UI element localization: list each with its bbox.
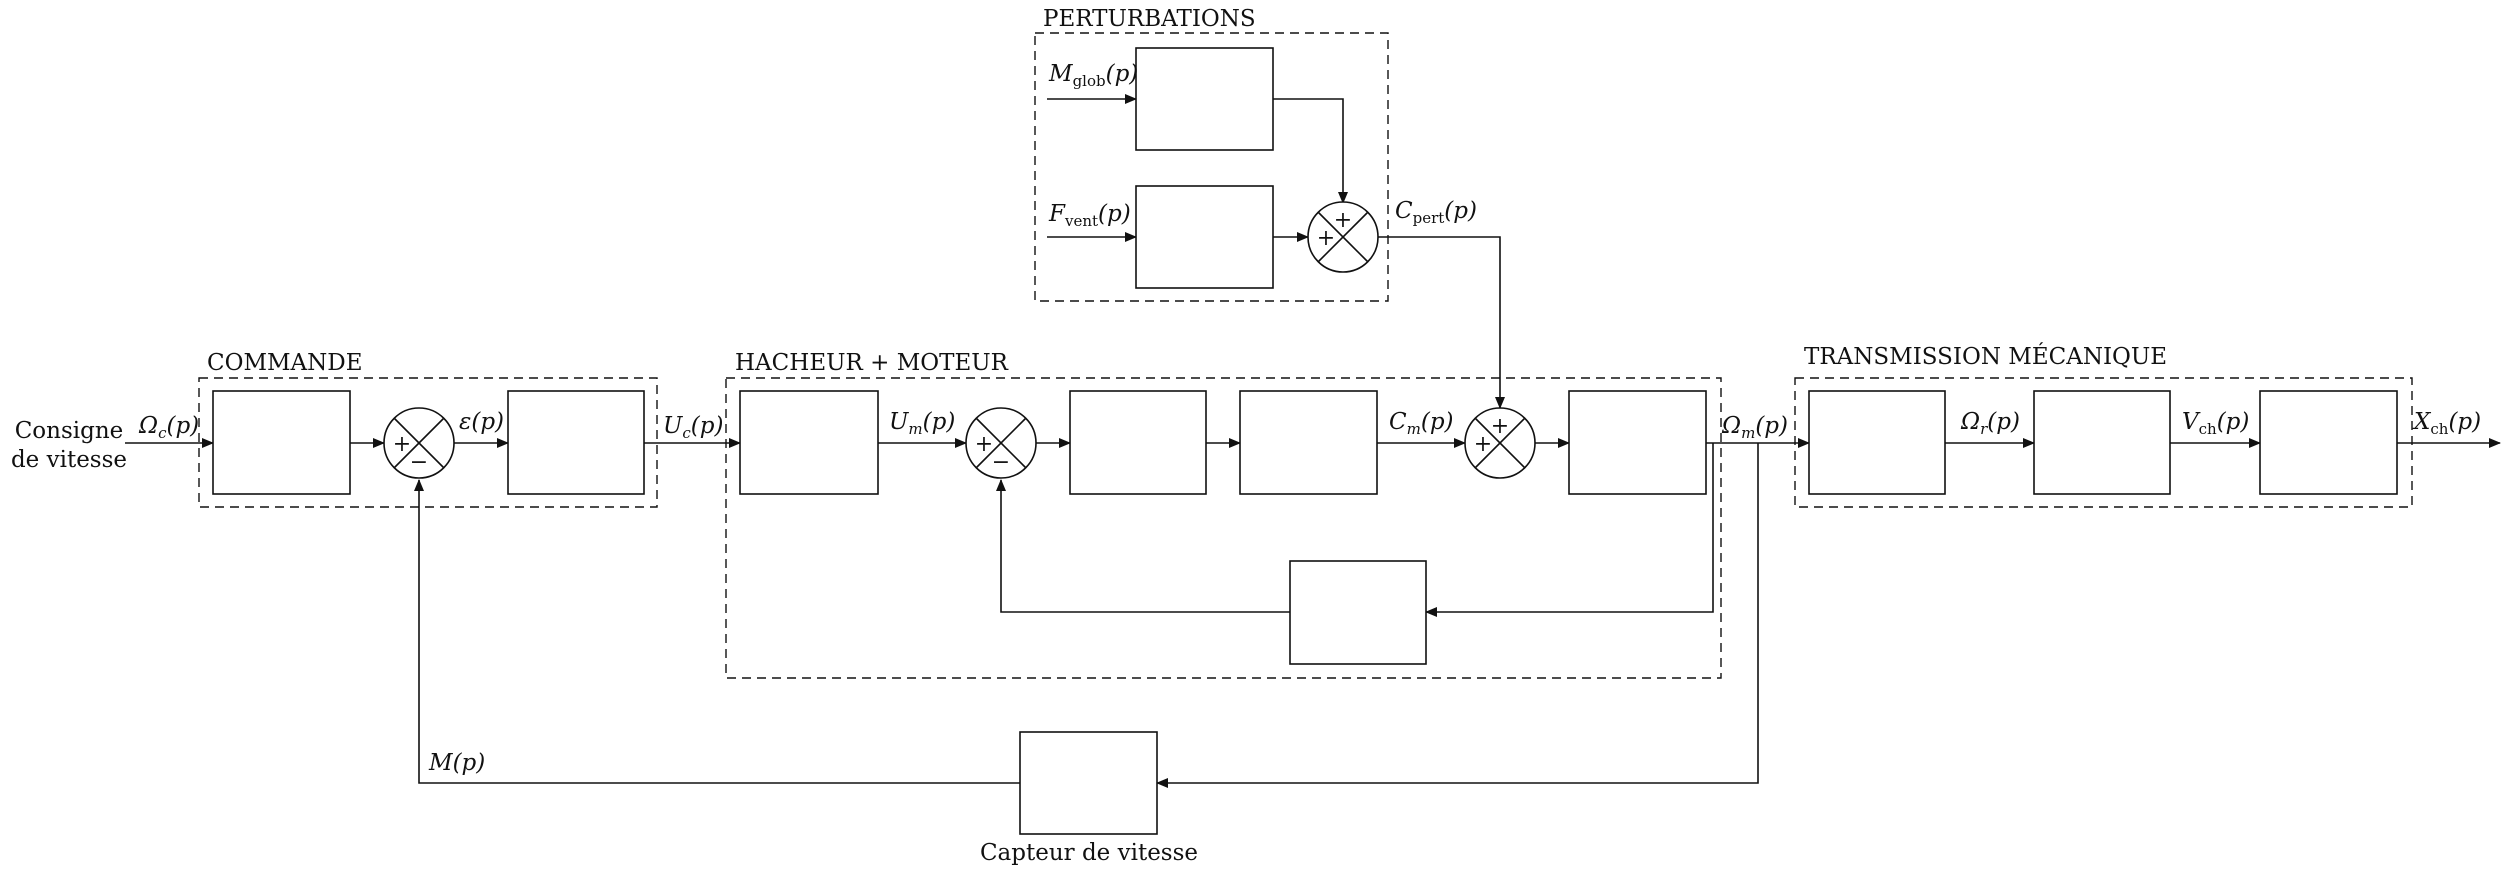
wire-cpert xyxy=(1378,236,1505,409)
group-commande-title: COMMANDE xyxy=(207,350,363,376)
summer-4: + + xyxy=(1307,201,1379,273)
wire-sensor-in xyxy=(1156,443,1759,788)
consigne-label-line1: Consigne xyxy=(15,418,124,444)
group-commande-frame xyxy=(198,377,658,508)
group-perturbations-title: PERTURBATIONS xyxy=(1043,6,1256,32)
block-transmission-1 xyxy=(1808,390,1946,495)
summer-2-bottom-sign: − xyxy=(992,450,1010,475)
signal-epsilon: ε(p) xyxy=(459,409,504,435)
signal-v-ch: Vch(p) xyxy=(2182,409,2249,438)
consigne-label-line2: de vitesse xyxy=(11,447,127,473)
wire-inner-feedback-in xyxy=(1425,443,1714,617)
block-moteur-3 xyxy=(1568,390,1707,495)
summer-3-top-sign: + xyxy=(1491,414,1509,439)
group-hacheur-title: HACHEUR + MOTEUR xyxy=(735,350,1009,376)
signal-u-c: Uc(p) xyxy=(663,413,723,442)
signal-m-glob: Mglob(p) xyxy=(1048,61,1138,90)
wire-sensor-out xyxy=(414,479,1020,784)
block-capteur-vitesse xyxy=(1019,731,1158,835)
block-transmission-2 xyxy=(2033,390,2171,495)
signal-f-vent: Fvent(p) xyxy=(1048,201,1131,230)
summer-1-left-sign: + xyxy=(393,432,411,457)
summer-2-left-sign: + xyxy=(975,432,993,457)
wire-mglob-to-sum4 xyxy=(1273,98,1348,204)
signal-m: M(p) xyxy=(428,750,485,776)
wire-inner-feedback-out xyxy=(996,479,1290,613)
group-transmission-title: TRANSMISSION MÉCANIQUE xyxy=(1804,343,2167,370)
group-hacheur-moteur-frame xyxy=(725,377,1722,679)
block-perturbation-fvent xyxy=(1135,185,1274,289)
block-commande-1 xyxy=(212,390,351,495)
block-transmission-3 xyxy=(2259,390,2398,495)
signal-u-m: Um(p) xyxy=(889,409,955,438)
block-commande-2 xyxy=(507,390,645,495)
block-moteur-2 xyxy=(1239,390,1378,495)
signal-omega-r: Ωr(p) xyxy=(1960,409,2020,438)
signal-omega-m: Ωm(p) xyxy=(1721,413,1788,442)
summer-3: + + xyxy=(1464,407,1536,479)
summer-1: + − xyxy=(383,407,455,479)
summer-4-left-sign: + xyxy=(1317,226,1335,251)
summer-2: + − xyxy=(965,407,1037,479)
signal-x-ch: Xch(p) xyxy=(2412,409,2481,438)
summer-4-top-sign: + xyxy=(1334,208,1352,233)
signal-omega-c: Ωc(p) xyxy=(138,413,199,442)
summer-3-left-sign: + xyxy=(1474,432,1492,457)
signal-c-pert: Cpert(p) xyxy=(1395,198,1477,227)
signal-c-m: Cm(p) xyxy=(1389,409,1454,438)
block-inner-feedback xyxy=(1289,560,1427,665)
group-perturbations-frame xyxy=(1034,32,1389,302)
block-moteur-1 xyxy=(1069,390,1207,495)
block-perturbation-mglob xyxy=(1135,47,1274,151)
capteur-label: Capteur de vitesse xyxy=(980,840,1198,866)
block-hacheur xyxy=(739,390,879,495)
summer-1-bottom-sign: − xyxy=(410,450,428,475)
